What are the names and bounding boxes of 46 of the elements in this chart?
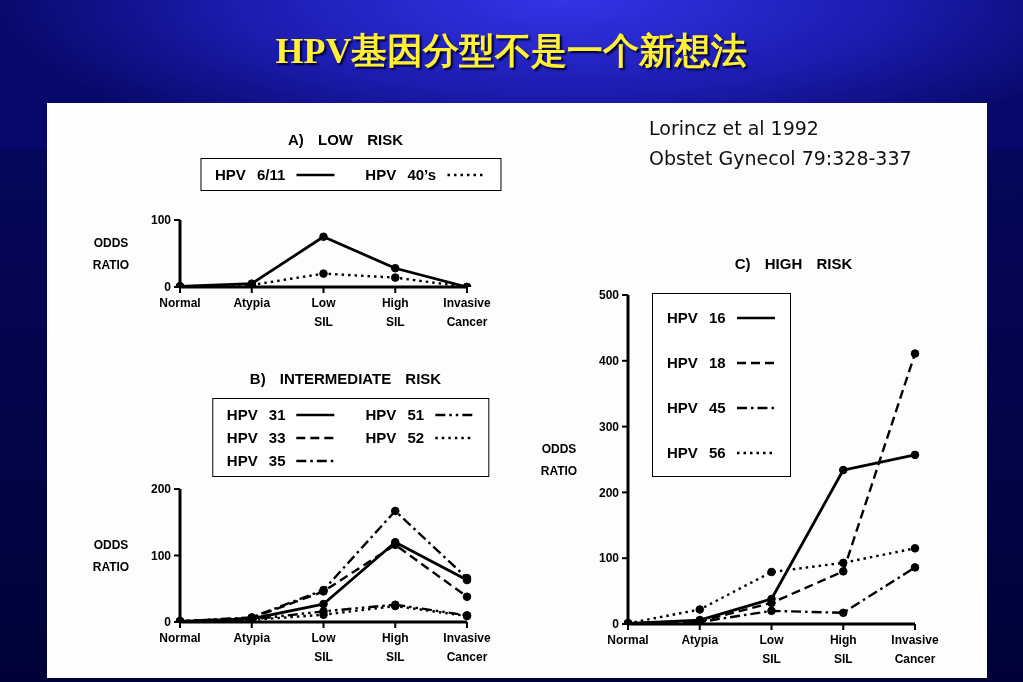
legend-label: HPV 18 [667, 353, 726, 372]
text: Lorincz et al 1992 [649, 116, 820, 141]
chart-title: B) INTERMEDIATE RISK [249, 369, 442, 388]
legend-label: HPV 52 [365, 428, 425, 447]
x-tick-label: Invasive Cancer [443, 296, 492, 329]
legend-label: HPV 33 [226, 428, 286, 447]
y-tick-label: 200 [150, 482, 172, 497]
x-tick-label: High SIL [381, 631, 409, 664]
y-axis-title: ODDS RATIO [92, 235, 130, 272]
y-tick-label: 500 [598, 288, 620, 303]
y-tick-label: 0 [164, 280, 172, 295]
x-tick-label: Invasive Cancer [443, 631, 492, 664]
x-tick-label: High SIL [829, 633, 857, 666]
y-tick-label: 100 [150, 213, 172, 228]
x-tick-label: High SIL [381, 296, 409, 329]
x-tick-label: Normal [159, 631, 201, 645]
x-tick-label: Low SIL [311, 296, 337, 329]
x-tick-label: Atypia [681, 633, 719, 647]
y-tick-label: 0 [612, 617, 620, 632]
chart-title: C) HIGH RISK [734, 254, 853, 273]
x-tick-label: Low SIL [311, 631, 337, 664]
y-tick-label: 100 [150, 548, 172, 563]
text: HPV基因分型不是一个新想法 [274, 30, 749, 73]
legend-label: HPV 31 [226, 405, 286, 424]
y-tick-label: 100 [598, 551, 620, 566]
x-tick-label: Normal [607, 633, 649, 647]
text: Obstet Gynecol 79:328-337 [649, 146, 912, 171]
x-tick-label: Atypia [233, 296, 271, 310]
legend-label: HPV 56 [667, 443, 726, 462]
x-tick-label: Normal [159, 296, 201, 310]
x-tick-label: Atypia [233, 631, 271, 645]
chart-title: A) LOW RISK [288, 130, 403, 149]
legend-label: HPV 35 [226, 451, 286, 470]
y-tick-label: 400 [598, 354, 620, 369]
legend-label: HPV 40’s [365, 165, 437, 184]
legend-label: HPV 16 [667, 308, 726, 327]
legend-label: HPV 51 [365, 405, 425, 424]
y-tick-label: 300 [598, 419, 620, 434]
x-tick-label: Invasive Cancer [891, 633, 940, 666]
legend-label: HPV 45 [667, 398, 726, 417]
x-tick-label: Low SIL [759, 633, 785, 666]
y-tick-label: 200 [598, 485, 620, 500]
y-axis-title: ODDS RATIO [540, 441, 578, 478]
legend-label: HPV 6/11 [214, 165, 286, 184]
y-tick-label: 0 [164, 615, 172, 630]
y-axis-title: ODDS RATIO [92, 537, 130, 574]
